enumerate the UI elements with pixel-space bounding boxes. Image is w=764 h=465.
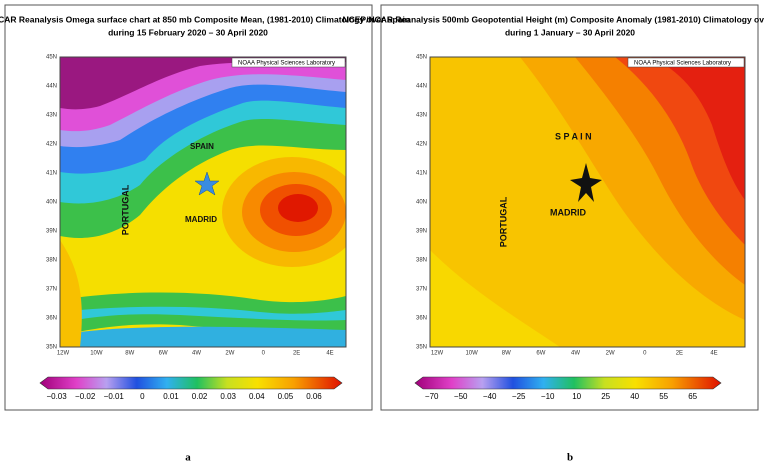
lat-label: 37N	[46, 287, 57, 293]
title-line: during 15 February 2020 – 30 April 2020	[108, 27, 268, 37]
colorbar-label: 10	[572, 392, 581, 401]
colorbar	[39, 376, 343, 390]
colorbar-label: 0.03	[220, 392, 236, 401]
lon-label: 6W	[536, 351, 545, 357]
colorbar-label: 0.04	[249, 392, 265, 401]
colorbar-label: −0.02	[75, 392, 96, 401]
lon-label: 0	[643, 351, 647, 357]
colorbar-label: 0.05	[278, 392, 294, 401]
madrid-star	[194, 171, 220, 196]
portugal-label: PORTUGAL	[120, 184, 130, 235]
colorbar-label: −10	[541, 392, 555, 401]
lon-label: 2W	[225, 351, 234, 357]
lon-label: 0	[262, 351, 266, 357]
lon-label: 10W	[465, 351, 478, 357]
lat-label: 36N	[46, 316, 57, 322]
lon-label: 10W	[90, 351, 103, 357]
lat-label: 39N	[416, 229, 427, 235]
lat-label: 42N	[46, 142, 57, 148]
colorbar-label: 40	[630, 392, 639, 401]
lat-label: 37N	[416, 287, 427, 293]
lon-label: 6W	[159, 351, 168, 357]
panel-b: NOAA Physical Sciences Laboratory S P A …	[342, 4, 764, 464]
source-label: NOAA Physical Sciences Laboratory	[634, 61, 731, 67]
lat-label: 39N	[46, 229, 57, 235]
lat-label: 43N	[46, 113, 57, 119]
title-line: NCEP/NCAR Reanalysis 500mb Geopotential …	[342, 14, 764, 24]
lat-label: 40N	[46, 200, 57, 206]
lat-label: 35N	[416, 345, 427, 351]
lat-label: 38N	[46, 258, 57, 264]
colorbar-label: −25	[512, 392, 526, 401]
panel-border	[380, 4, 759, 411]
panel-caption: a	[185, 452, 191, 464]
lat-label: 44N	[416, 84, 427, 90]
colorbar-label: −70	[425, 392, 439, 401]
panel-border	[4, 4, 373, 411]
colorbar-label: 0.06	[306, 392, 322, 401]
lon-label: 12W	[431, 351, 444, 357]
lat-label: 45N	[46, 55, 57, 61]
lon-label: 4E	[326, 351, 333, 357]
lon-label: 2E	[293, 351, 300, 357]
source-label: NOAA Physical Sciences Laboratory	[238, 61, 335, 67]
lon-label: 2W	[606, 351, 615, 357]
lat-label: 36N	[416, 316, 427, 322]
contour-map	[430, 57, 745, 347]
lon-label: 8W	[125, 351, 134, 357]
lat-label: 43N	[416, 113, 427, 119]
panel-caption: b	[567, 452, 573, 464]
colorbar	[414, 376, 722, 390]
lon-label: 4W	[192, 351, 201, 357]
contour-map	[60, 57, 346, 347]
colorbar-label: 65	[688, 392, 697, 401]
title-line: during 1 January – 30 April 2020	[505, 27, 635, 37]
colorbar-label: −50	[454, 392, 468, 401]
lat-label: 45N	[416, 55, 427, 61]
lon-label: 4E	[710, 351, 717, 357]
lat-label: 35N	[46, 345, 57, 351]
panel-a: NOAA Physical Sciences Laboratory SPAIN …	[0, 4, 410, 464]
colorbar-label: 0.02	[192, 392, 208, 401]
lat-label: 41N	[46, 171, 57, 177]
spain-label: S P A I N	[555, 131, 592, 141]
colorbar-label: 0.01	[163, 392, 179, 401]
spain-label: SPAIN	[190, 142, 214, 151]
madrid-label: MADRID	[550, 207, 586, 217]
lat-label: 44N	[46, 84, 57, 90]
colorbar-label: 0	[140, 392, 145, 401]
colorbar-label: −0.03	[46, 392, 67, 401]
lat-label: 40N	[416, 200, 427, 206]
title-line: NCEP/NCAR Reanalysis Omega surface chart…	[0, 14, 410, 24]
lon-label: 4W	[571, 351, 580, 357]
lat-label: 41N	[416, 171, 427, 177]
lat-label: 38N	[416, 258, 427, 264]
portugal-label: PORTUGAL	[498, 196, 508, 247]
colorbar-label: 55	[659, 392, 668, 401]
colorbar-label: −0.01	[104, 392, 125, 401]
lon-label: 8W	[502, 351, 511, 357]
lat-label: 42N	[416, 142, 427, 148]
lon-label: 2E	[676, 351, 683, 357]
madrid-star	[570, 163, 602, 202]
colorbar-label: −40	[483, 392, 497, 401]
madrid-label: MADRID	[185, 215, 217, 224]
lon-label: 12W	[57, 351, 70, 357]
colorbar-label: 25	[601, 392, 610, 401]
